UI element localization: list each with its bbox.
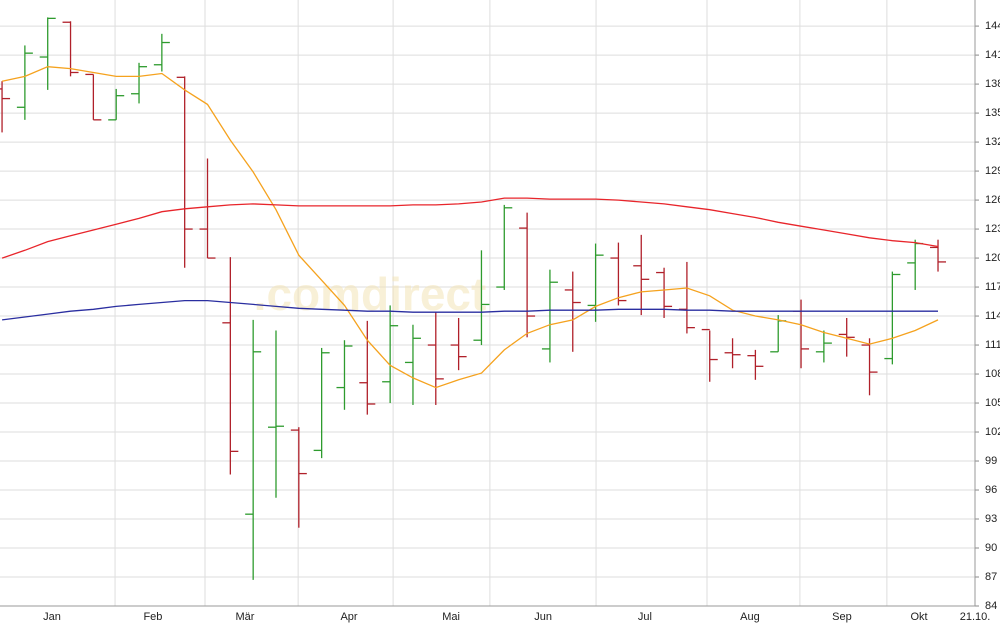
x-tick-label: 21.10. <box>960 611 991 623</box>
y-tick-label: 129 <box>985 165 1000 177</box>
x-tick-label: Mär <box>235 611 254 623</box>
y-tick-label: 141 <box>985 49 1000 61</box>
y-tick-label: 90 <box>985 542 997 554</box>
y-tick-label: 126 <box>985 194 1000 206</box>
x-tick-label: Jan <box>43 611 61 623</box>
y-tick-label: 120 <box>985 252 1000 264</box>
y-tick-label: 99 <box>985 455 997 467</box>
y-tick-label: 123 <box>985 223 1000 235</box>
y-tick-label: 135 <box>985 107 1000 119</box>
y-tick-label: 108 <box>985 368 1000 380</box>
x-tick-label: Sep <box>832 611 852 623</box>
y-tick-label: 87 <box>985 571 997 583</box>
x-tick-label: Okt <box>911 611 928 623</box>
y-tick-label: 84 <box>985 600 997 612</box>
moving-average <box>1 66 939 389</box>
y-tick-label: 105 <box>985 397 1000 409</box>
y-tick-label: 138 <box>985 78 1000 90</box>
y-tick-label: 144 <box>985 20 1000 32</box>
y-tick-label: 117 <box>985 281 1000 293</box>
x-tick-label: Jun <box>534 611 552 623</box>
x-tick-label: Feb <box>143 611 162 623</box>
y-tick-label: 114 <box>985 310 1000 322</box>
moving-average <box>2 299 938 321</box>
y-tick-label: 93 <box>985 513 997 525</box>
x-tick-label: Apr <box>340 611 357 623</box>
x-tick-label: Aug <box>740 611 760 623</box>
y-tick-label: 96 <box>985 484 997 496</box>
moving-average <box>1 197 939 259</box>
x-tick-label: Mai <box>442 611 460 623</box>
x-tick-label: Jul <box>638 611 652 623</box>
y-tick-label: 102 <box>985 426 1000 438</box>
y-tick-label: 111 <box>985 339 1000 351</box>
y-tick-label: 132 <box>985 136 1000 148</box>
